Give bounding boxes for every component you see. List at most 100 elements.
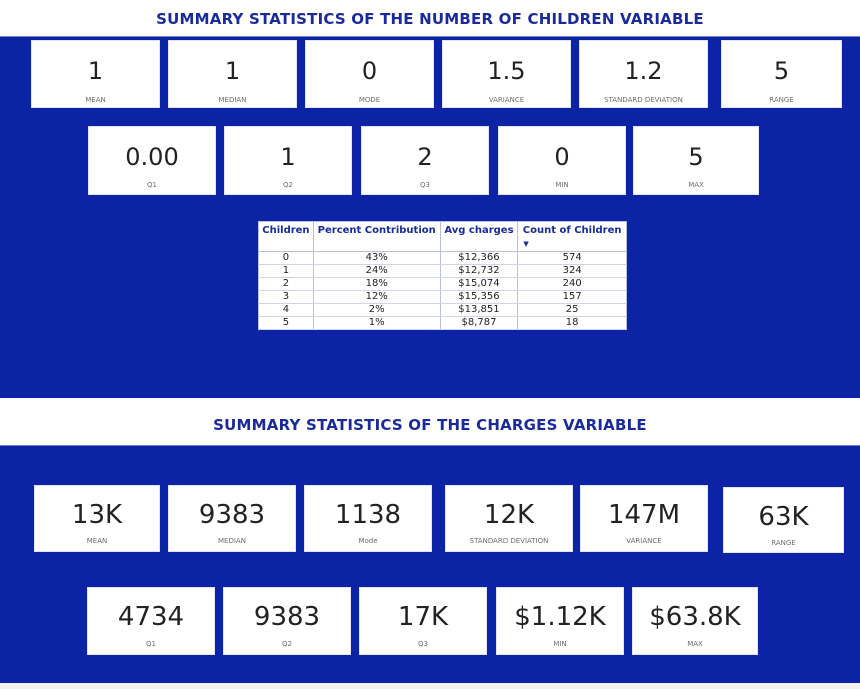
column-header-label: Count of Children <box>522 225 622 236</box>
card-value: $63.8K <box>649 602 741 632</box>
card-value: 147M <box>607 500 681 530</box>
card-value: 4734 <box>117 602 185 632</box>
table-cell: 25 <box>517 303 627 317</box>
table-cell: 2% <box>312 303 441 317</box>
card-children-variance[interactable]: 1.5 VARIANCE <box>442 40 571 108</box>
card-label: MAX <box>687 640 703 648</box>
card-value: 2 <box>417 143 433 171</box>
card-label: Mode <box>358 537 378 545</box>
card-label: Q1 <box>146 640 156 648</box>
card-label: MAX <box>688 181 704 189</box>
card-children-standard-deviation[interactable]: 1.2 STANDARD DEVIATION <box>579 40 708 108</box>
card-label: MEAN <box>85 96 106 104</box>
card-label: RANGE <box>769 96 794 104</box>
table-cell: 1 <box>258 264 314 278</box>
table-row[interactable]: 1 24% $12,732 324 <box>258 264 627 278</box>
table-cell: 1% <box>312 316 441 330</box>
sort-descending-icon: ▼ <box>523 240 529 248</box>
charges-section-title: SUMMARY STATISTICS OF THE CHARGES VARIAB… <box>213 416 647 434</box>
column-header-percent-contribution[interactable]: Percent Contribution <box>312 221 441 252</box>
card-value: 1 <box>87 57 104 85</box>
table-cell: 24% <box>312 264 441 278</box>
card-value: 5 <box>688 143 704 171</box>
card-label: Q2 <box>283 181 293 189</box>
card-value: 0.00 <box>125 143 179 171</box>
card-children-min[interactable]: 0 MIN <box>498 126 626 195</box>
card-value: 9383 <box>198 500 266 530</box>
card-label: Q3 <box>418 640 428 648</box>
card-children-median[interactable]: 1 MEDIAN <box>168 40 297 108</box>
card-value: 1138 <box>334 500 402 530</box>
card-label: VARIANCE <box>626 537 662 545</box>
card-charges-q2[interactable]: 9383 Q2 <box>223 587 351 655</box>
card-value: 63K <box>758 502 809 532</box>
table-row[interactable]: 2 18% $15,074 240 <box>258 277 627 291</box>
table-cell: $15,356 <box>439 290 519 304</box>
card-charges-max[interactable]: $63.8K MAX <box>632 587 758 655</box>
card-charges-q1[interactable]: 4734 Q1 <box>87 587 215 655</box>
table-row[interactable]: 4 2% $13,851 25 <box>258 303 627 317</box>
card-charges-mean[interactable]: 13K MEAN <box>34 485 160 552</box>
table-cell: 18% <box>312 277 441 291</box>
card-value: 17K <box>397 602 449 632</box>
card-children-q1[interactable]: 0.00 Q1 <box>88 126 216 195</box>
card-value: 0 <box>554 143 570 171</box>
table-cell: 574 <box>517 251 627 265</box>
card-children-max[interactable]: 5 MAX <box>633 126 759 195</box>
table-cell: 43% <box>312 251 441 265</box>
column-header-avg-charges[interactable]: Avg charges <box>439 221 519 252</box>
table-row[interactable]: 0 43% $12,366 574 <box>258 251 627 265</box>
card-charges-median[interactable]: 9383 MEDIAN <box>168 485 296 552</box>
card-children-q2[interactable]: 1 Q2 <box>224 126 352 195</box>
card-charges-standard-deviation[interactable]: 12K STANDARD DEVIATION <box>445 485 573 552</box>
column-header-count-of-children[interactable]: Count of Children ▼ <box>517 221 627 252</box>
column-header-children[interactable]: Children <box>258 221 314 252</box>
card-charges-min[interactable]: $1.12K MIN <box>496 587 624 655</box>
card-children-mode[interactable]: 0 MODE <box>305 40 434 108</box>
card-label: MIN <box>553 640 567 648</box>
card-label: Q3 <box>420 181 430 189</box>
card-children-q3[interactable]: 2 Q3 <box>361 126 489 195</box>
card-label: STANDARD DEVIATION <box>469 537 549 545</box>
card-label: Q1 <box>147 181 157 189</box>
page-footer-strip <box>0 683 860 689</box>
table-cell: 18 <box>517 316 627 330</box>
card-label: MIN <box>555 181 569 189</box>
card-value: 1.2 <box>624 57 663 85</box>
card-value: $1.12K <box>514 602 606 632</box>
card-charges-range[interactable]: 63K RANGE <box>723 487 844 553</box>
table-cell: $15,074 <box>439 277 519 291</box>
card-value: 13K <box>71 500 123 530</box>
card-label: MEDIAN <box>218 537 246 545</box>
card-label: RANGE <box>771 539 796 547</box>
children-section-title: SUMMARY STATISTICS OF THE NUMBER OF CHIL… <box>156 10 704 28</box>
table-cell: $12,366 <box>439 251 519 265</box>
card-value: 5 <box>773 57 790 85</box>
table-row[interactable]: 3 12% $15,356 157 <box>258 290 627 304</box>
table-body: 0 43% $12,366 574 1 24% $12,732 324 2 18% $15,074 2… <box>258 251 627 330</box>
table-cell: 240 <box>517 277 627 291</box>
card-value: 9383 <box>253 602 321 632</box>
table-cell: 2 <box>258 277 314 291</box>
table-cell: $12,732 <box>439 264 519 278</box>
card-charges-variance[interactable]: 147M VARIANCE <box>580 485 708 552</box>
table-row[interactable]: 5 1% $8,787 18 <box>258 316 627 330</box>
card-value: 1.5 <box>487 57 526 85</box>
table-cell: 157 <box>517 290 627 304</box>
table-cell: 4 <box>258 303 314 317</box>
table-cell: 5 <box>258 316 314 330</box>
card-label: MEDIAN <box>218 96 247 104</box>
table-cell: 12% <box>312 290 441 304</box>
card-charges-q3[interactable]: 17K Q3 <box>359 587 487 655</box>
card-children-mean[interactable]: 1 MEAN <box>31 40 160 108</box>
card-value: 1 <box>280 143 296 171</box>
card-value: 12K <box>483 500 535 530</box>
card-charges-mode[interactable]: 1138 Mode <box>304 485 432 552</box>
table-cell: $13,851 <box>439 303 519 317</box>
card-value: 0 <box>361 57 378 85</box>
table-cell: 0 <box>258 251 314 265</box>
children-table: Children Percent Contribution Avg charge… <box>258 221 627 330</box>
card-label: MODE <box>358 96 381 104</box>
card-children-range[interactable]: 5 RANGE <box>721 40 842 108</box>
table-cell: 324 <box>517 264 627 278</box>
